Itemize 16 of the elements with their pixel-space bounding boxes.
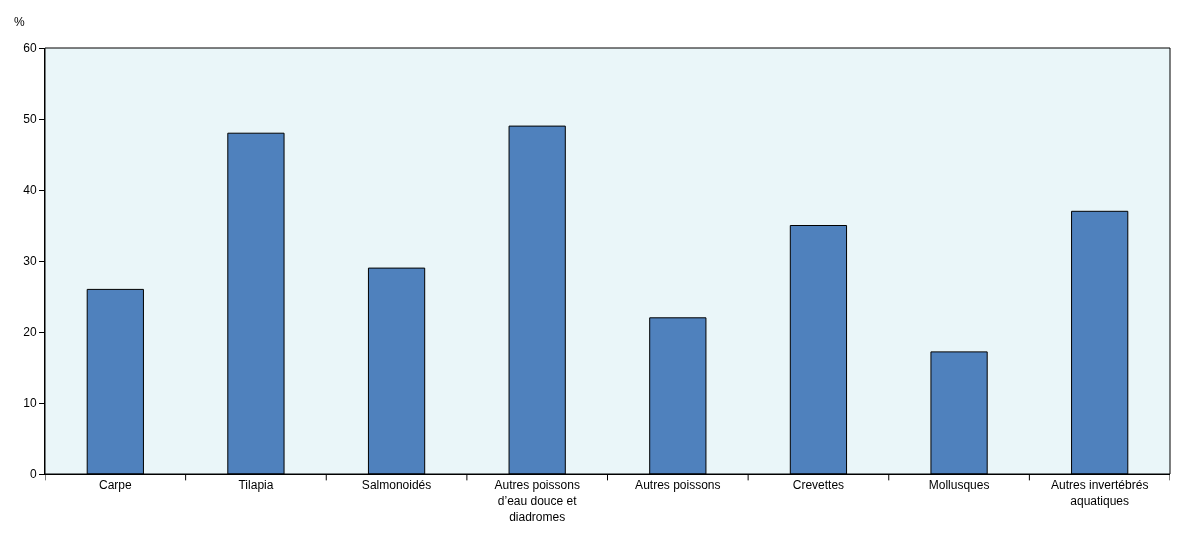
- x-tick-label: Mollusques: [928, 478, 990, 493]
- x-tick-label: Carpe: [98, 478, 132, 493]
- x-tick-label: Tilapia: [238, 478, 274, 493]
- y-tick-label: 40: [23, 183, 37, 198]
- y-tick-label: 10: [23, 396, 37, 411]
- x-tick-label: Autres poissons: [635, 478, 721, 493]
- y-tick-label: 50: [23, 112, 37, 127]
- x-tick-label: Salmonoidés: [361, 478, 432, 493]
- x-tick-label: Autres invertébrés aquatiques: [1050, 478, 1149, 508]
- y-axis-title: %: [14, 15, 25, 29]
- x-tick-label: Autres poissons d’eau douce et diadromes: [494, 478, 580, 524]
- x-tick-label: Crevettes: [792, 478, 845, 493]
- y-tick-label: 20: [23, 325, 37, 340]
- y-tick-label: 30: [23, 254, 37, 269]
- y-tick-label: 0: [29, 467, 37, 482]
- y-tick-label: 60: [23, 41, 37, 56]
